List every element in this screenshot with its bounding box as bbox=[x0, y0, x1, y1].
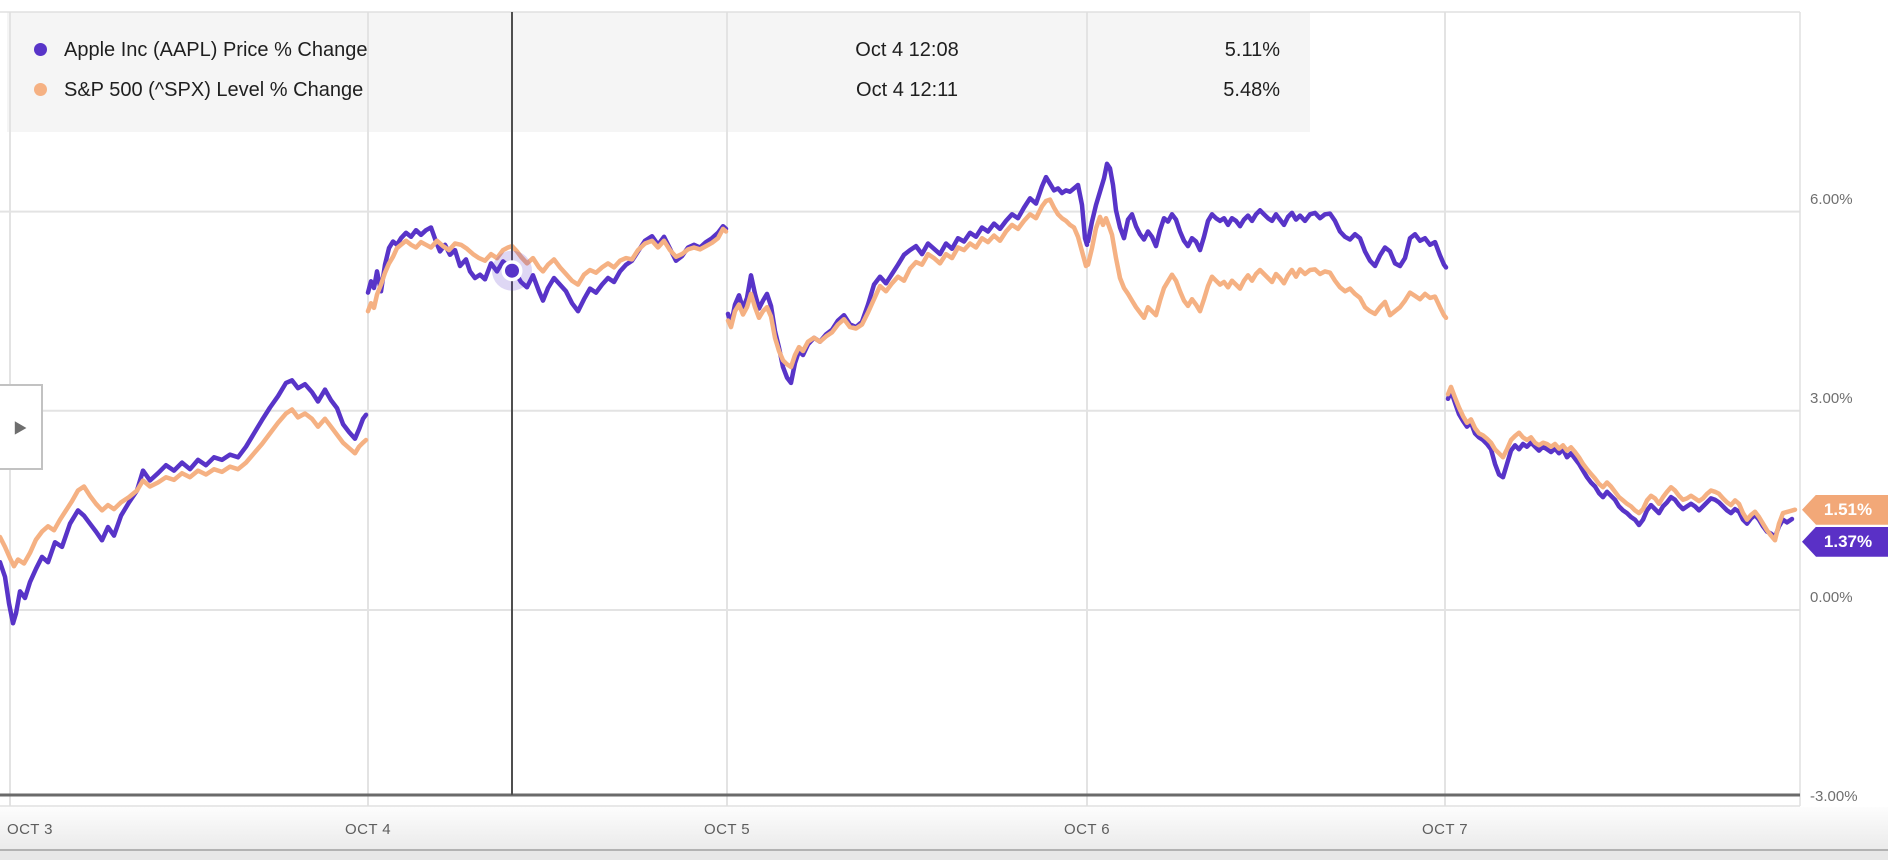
spx-series-label: S&P 500 (^SPX) Level % Change bbox=[64, 79, 364, 101]
x-tick-label: OCT 7 bbox=[1422, 821, 1468, 838]
aapl-hover-value: 5.11% bbox=[1224, 39, 1280, 61]
bottom-divider bbox=[0, 849, 1888, 851]
spx-series-dot-icon bbox=[34, 83, 47, 96]
hover-marker-dot bbox=[505, 263, 519, 278]
y-tick-label: 6.00% bbox=[1810, 190, 1853, 208]
aapl-series-dot-icon bbox=[34, 43, 47, 56]
aapl-last-value-badge: 1.37% bbox=[1802, 526, 1888, 557]
y-tick-label: 3.00% bbox=[1810, 389, 1853, 407]
y-tick-label: -3.00% bbox=[1810, 788, 1858, 806]
spx-series-line[interactable] bbox=[0, 197, 1798, 569]
aapl-series-line[interactable] bbox=[0, 161, 1795, 626]
x-tick-label: OCT 5 bbox=[704, 821, 750, 838]
spx-last-value-badge: 1.51% bbox=[1802, 494, 1888, 525]
x-tick-label: OCT 6 bbox=[1064, 821, 1110, 838]
expand-panel-button[interactable]: ▶ bbox=[0, 384, 43, 470]
spx-hover-value: 5.48% bbox=[1223, 79, 1280, 101]
y-tick-label: 0.00% bbox=[1810, 589, 1853, 606]
legend-background bbox=[7, 12, 1310, 132]
aapl-series-label: Apple Inc (AAPL) Price % Change bbox=[64, 39, 368, 61]
x-tick-label: OCT 4 bbox=[345, 821, 391, 838]
bottom-band bbox=[0, 851, 1888, 860]
x-tick-label: OCT 3 bbox=[7, 821, 53, 838]
aapl-hover-time: Oct 4 12:08 bbox=[855, 39, 959, 61]
chevron-right-icon: ▶ bbox=[14, 417, 27, 437]
x-axis-strip bbox=[0, 807, 1888, 849]
spx-hover-time: Oct 4 12:11 bbox=[856, 79, 958, 101]
